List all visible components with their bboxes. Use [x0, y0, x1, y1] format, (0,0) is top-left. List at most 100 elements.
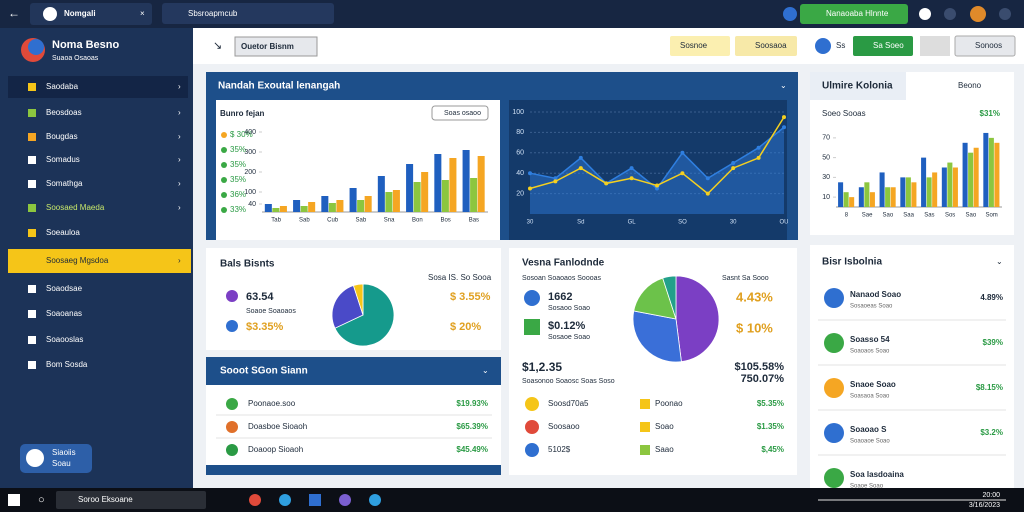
x-tick-label: Sna — [384, 218, 395, 224]
value: $31% — [980, 109, 1000, 118]
menu-item[interactable]: Somathga — [46, 179, 83, 188]
menu-item[interactable]: Beosdoas — [46, 108, 82, 117]
top-button[interactable] — [800, 4, 908, 24]
menu-item[interactable]: Saodaba — [46, 82, 79, 91]
menu-icon — [28, 257, 36, 265]
bar — [994, 142, 1000, 207]
bar — [462, 150, 470, 212]
point — [731, 161, 736, 165]
x-tick-label: Bos — [440, 218, 450, 224]
bar — [413, 182, 421, 212]
point — [756, 155, 761, 160]
x-tick-label: OU — [780, 220, 789, 226]
avatar[interactable] — [970, 6, 986, 22]
header-button[interactable] — [920, 36, 950, 56]
menu-item[interactable]: Soosaeg Mgsdoa — [46, 256, 109, 265]
x-tick-label: Sab — [356, 218, 367, 224]
row-icon — [226, 444, 238, 456]
side-label: $ 30% — [230, 130, 253, 139]
row-label: Soa lasdoaina — [850, 470, 904, 479]
app[interactable] — [249, 494, 261, 506]
header-button-text: Sa Soeo — [873, 41, 904, 50]
stat: $3.35% — [246, 321, 284, 333]
pie-slice — [352, 283, 364, 316]
bar — [357, 200, 365, 212]
search-icon[interactable]: ○ — [38, 494, 45, 506]
menu-icon — [28, 180, 36, 188]
header-button[interactable] — [853, 36, 913, 56]
card-title: Bisr Isbolnia — [822, 257, 882, 268]
point — [578, 155, 583, 160]
big-stat: $1,2.35 — [522, 360, 562, 374]
menu-icon — [28, 133, 36, 141]
legend-value: $,45% — [761, 445, 784, 454]
back[interactable]: ← — [8, 6, 20, 20]
taskbar-search[interactable] — [56, 491, 206, 509]
x-tick-label: SO — [678, 220, 687, 226]
start[interactable] — [8, 494, 20, 506]
menu-item[interactable]: Soeauloa — [46, 228, 80, 237]
legend-dot — [221, 162, 227, 168]
app[interactable] — [309, 494, 321, 506]
app[interactable] — [369, 494, 381, 506]
x-tick-label: Sao — [966, 213, 977, 219]
chevron[interactable]: ⌄ — [780, 81, 787, 90]
y-tick-label: 80 — [516, 129, 524, 136]
x-tick-label: Sab — [299, 218, 310, 224]
x-tick-label: GL — [628, 220, 637, 226]
icon[interactable] — [999, 8, 1011, 20]
menu-item[interactable]: Somadus — [46, 155, 80, 164]
y-tick-label: 200 — [244, 169, 256, 176]
point — [782, 115, 786, 120]
bar — [879, 172, 885, 207]
time: 20:00 — [982, 492, 1000, 499]
icon — [524, 319, 540, 335]
bar — [385, 192, 393, 212]
chart-title: Bunro fejan — [220, 109, 265, 118]
bar — [973, 147, 979, 207]
icon[interactable] — [944, 8, 956, 20]
bar — [308, 202, 316, 212]
menu-item[interactable]: Bougdas — [46, 132, 78, 141]
app[interactable] — [339, 494, 351, 506]
chevron[interactable]: ⌄ — [996, 257, 1003, 266]
x-tick-label: Sas — [924, 213, 934, 219]
header-button[interactable] — [670, 36, 730, 56]
icon[interactable] — [783, 7, 797, 21]
footer-text: Siaoiis — [52, 448, 76, 457]
big-sub: Soasonoo Soaosc Soas Soso — [522, 378, 615, 385]
bar — [905, 177, 911, 207]
app[interactable] — [279, 494, 291, 506]
row-sub: Sosaoeas Soao — [850, 304, 893, 310]
menu-icon — [28, 361, 36, 369]
stat: $ 3.55% — [450, 291, 491, 303]
bar — [962, 142, 968, 207]
globe[interactable] — [815, 38, 831, 54]
select-text[interactable]: Beono — [958, 81, 982, 90]
taskbar-search-text: Soroo Eksoane — [78, 495, 133, 504]
header-button[interactable] — [735, 36, 797, 56]
chevron[interactable]: ⌄ — [482, 366, 489, 375]
close[interactable]: × — [140, 9, 145, 18]
stat: 1662 — [548, 291, 572, 303]
legend-dot — [221, 147, 227, 153]
search-box[interactable] — [162, 3, 334, 24]
x-tick-label: Cub — [327, 218, 339, 224]
row-icon — [824, 333, 844, 353]
tab[interactable] — [30, 3, 152, 25]
menu-icon — [28, 109, 36, 117]
menu-highlight — [8, 76, 188, 98]
menu-item[interactable]: Soosaed Maeda — [46, 203, 105, 212]
dark-card — [509, 100, 787, 240]
menu-item[interactable]: Soaooslas — [46, 335, 83, 344]
x-tick-label: Saa — [903, 213, 914, 219]
header-button[interactable] — [954, 35, 1016, 57]
icon[interactable] — [919, 8, 931, 20]
pie-slice — [331, 285, 364, 329]
select[interactable] — [431, 105, 489, 121]
y-tick-label: 10 — [822, 194, 830, 201]
menu-item[interactable]: Soaoanas — [46, 309, 82, 318]
menu-item[interactable]: Bom Sosda — [46, 360, 88, 369]
bar — [983, 132, 989, 207]
menu-item[interactable]: Soaodsae — [46, 284, 83, 293]
